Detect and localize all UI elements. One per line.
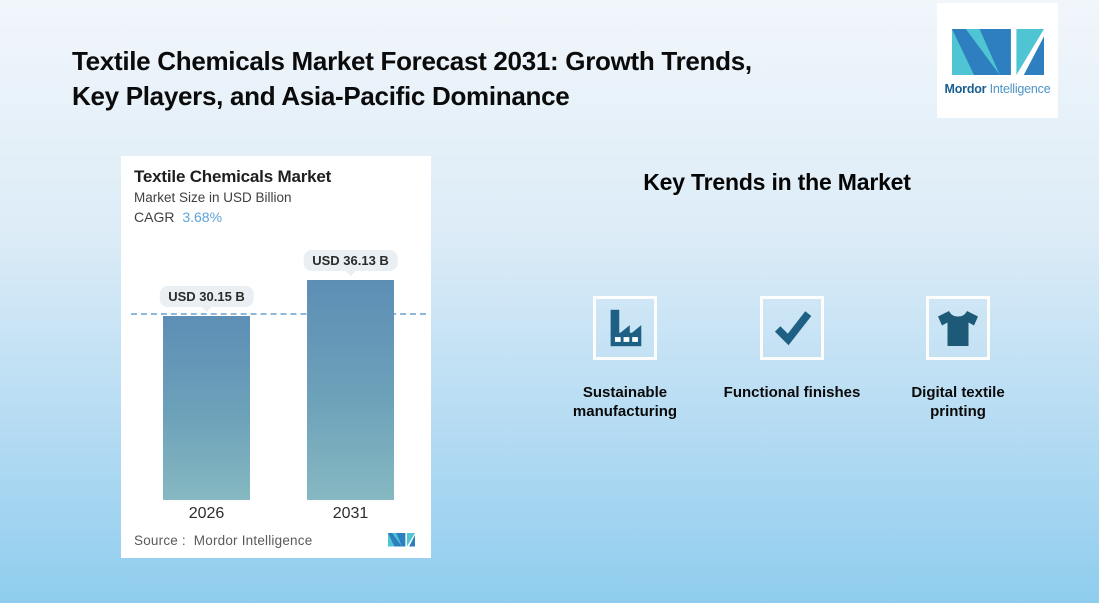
value-callout-2026: USD 30.15 B — [159, 286, 254, 307]
brand-name-light: Intelligence — [989, 82, 1051, 96]
source-label: Source : — [134, 532, 186, 548]
bar-group-2026: USD 30.15 B 2026 — [159, 156, 254, 522]
brand-name-bold: Mordor — [944, 82, 987, 96]
chart-subtitle: Market Size in USD Billion — [134, 190, 292, 205]
market-chart-card: Textile Chemicals Market Market Size in … — [121, 156, 431, 558]
bar-2031 — [307, 280, 394, 500]
factory-icon — [610, 309, 642, 347]
brand-name: Mordor Intelligence — [945, 82, 1051, 96]
reference-dashed-line — [131, 313, 426, 315]
cagr-value: 3.68% — [182, 209, 223, 225]
bar-2026 — [163, 316, 250, 500]
key-trends-heading: Key Trends in the Market — [643, 169, 911, 195]
cagr-row: CAGR 3.68% — [134, 209, 222, 225]
chart-title: Textile Chemicals Market — [134, 167, 332, 186]
x-axis-label-2026: 2026 — [188, 505, 225, 522]
mordor-logo-icon — [951, 29, 1044, 75]
trend-item-functional-finishes — [760, 296, 824, 360]
brand-logo-card: Mordor Intelligence — [937, 3, 1058, 118]
trend-label-sustainable-manufacturing: Sustainable manufacturing — [572, 384, 678, 420]
mini-mordor-logo-icon — [388, 533, 415, 547]
source-text: Source : Mordor Intelligence — [134, 533, 312, 548]
source-row: Source : Mordor Intelligence — [134, 532, 415, 548]
trend-item-digital-textile-printing — [926, 296, 990, 360]
trend-label-digital-textile-printing: Digital textile printing — [911, 384, 1005, 420]
tshirt-icon — [938, 311, 978, 346]
value-callout-2031: USD 36.13 B — [303, 250, 398, 271]
source-value: Mordor Intelligence — [193, 532, 313, 548]
trend-label-functional-finishes: Functional finishes — [723, 384, 861, 401]
x-axis-label-2031: 2031 — [332, 505, 369, 522]
page-title: Textile Chemicals Market Forecast 2031: … — [72, 46, 752, 111]
bar-group-2031: USD 36.13 B 2031 — [303, 156, 398, 522]
trend-item-sustainable-manufacturing — [593, 296, 657, 360]
checkmark-icon — [774, 311, 812, 346]
cagr-label: CAGR — [134, 209, 175, 225]
bar-chart: USD 30.15 B 2026 USD 36.13 B 2031 — [121, 156, 431, 522]
